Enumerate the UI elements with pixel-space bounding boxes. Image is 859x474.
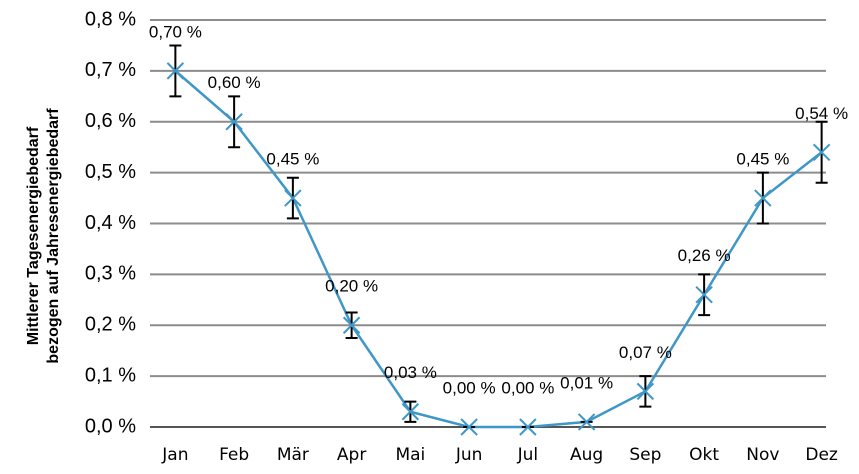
data-label: 0,00 % xyxy=(501,378,554,397)
data-label: 0,54 % xyxy=(795,104,848,123)
data-label: 0,70 % xyxy=(149,22,202,41)
y-tick-label: 0,1 % xyxy=(85,364,136,386)
y-axis-label-line: bezogen auf Jahresenergiebedarf xyxy=(45,108,62,364)
data-label: 0,20 % xyxy=(325,277,378,296)
y-tick-label: 0,4 % xyxy=(85,212,136,234)
y-tick-label: 0,2 % xyxy=(85,314,136,336)
y-tick-label: 0,7 % xyxy=(85,59,136,81)
y-tick-label: 0,0 % xyxy=(85,415,136,437)
x-tick-label: Jul xyxy=(517,445,539,465)
marker xyxy=(166,62,185,80)
data-label: 0,00 % xyxy=(443,378,496,397)
x-tick-label: Aug xyxy=(570,445,603,465)
x-tick-label: Mai xyxy=(395,445,425,465)
x-tick-label: Mär xyxy=(277,445,309,465)
x-tick-label: Nov xyxy=(746,445,779,465)
y-axis-label: Mittlerer Tagesenergiebedarf bezogen auf… xyxy=(25,108,62,364)
data-label: 0,45 % xyxy=(266,150,319,169)
x-tick-label: Apr xyxy=(337,445,366,465)
marker xyxy=(812,143,831,161)
marker xyxy=(636,382,655,401)
marker xyxy=(460,418,478,436)
marker xyxy=(577,413,596,431)
marker xyxy=(754,189,772,207)
marker xyxy=(342,316,361,334)
marker xyxy=(695,286,713,304)
data-label: 0,03 % xyxy=(384,363,437,382)
marker xyxy=(519,418,537,436)
marker xyxy=(401,403,420,421)
data-label: 0,45 % xyxy=(736,150,789,169)
marker xyxy=(225,113,243,131)
y-axis-label-line: Mittlerer Tagesenergiebedarf xyxy=(25,126,42,345)
data-label: 0,60 % xyxy=(208,73,261,92)
x-tick-label: Jan xyxy=(161,445,188,465)
y-tick-label: 0,6 % xyxy=(85,110,136,132)
x-tick-label: Feb xyxy=(219,445,249,465)
y-tick-label: 0,8 % xyxy=(85,8,136,30)
series-line xyxy=(174,69,823,429)
x-tick-label: Sep xyxy=(629,445,661,465)
data-label: 0,01 % xyxy=(560,373,613,392)
data-label: 0,26 % xyxy=(678,246,731,265)
x-tick-label: Okt xyxy=(689,445,719,465)
marker xyxy=(284,189,302,207)
x-tick-label: Dez xyxy=(805,445,838,465)
y-tick-label: 0,5 % xyxy=(85,161,136,183)
y-tick-label: 0,3 % xyxy=(85,263,136,285)
data-label: 0,07 % xyxy=(619,343,672,362)
x-tick-label: Jun xyxy=(455,445,483,465)
